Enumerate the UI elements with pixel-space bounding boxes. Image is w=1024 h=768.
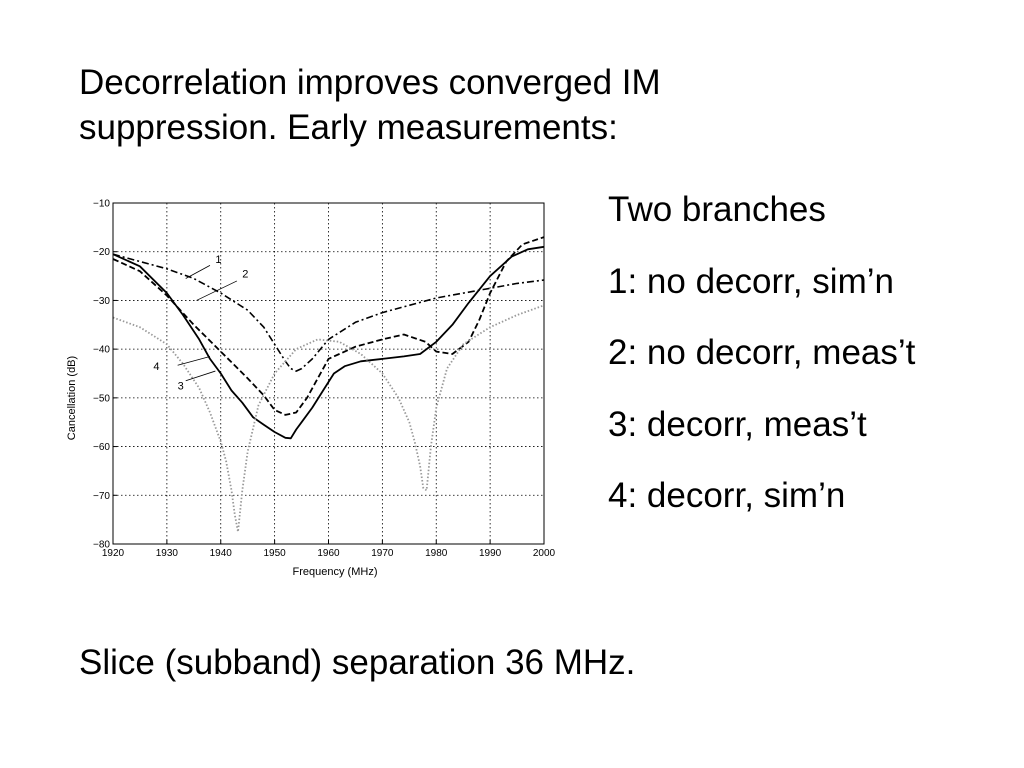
x-tick-label: 1980 bbox=[425, 548, 448, 559]
y-tick-label: −20 bbox=[93, 247, 110, 258]
legend-item-1: 1: no decorr, sim’n bbox=[608, 261, 894, 301]
callout-layer: 1 2 3 4 bbox=[153, 254, 248, 393]
callout-label-3: 3 bbox=[178, 381, 184, 393]
frame-layer bbox=[112, 202, 545, 545]
x-tick-label: 1970 bbox=[371, 548, 394, 559]
x-tick-label: 1950 bbox=[264, 548, 287, 559]
y-tick-label: −60 bbox=[93, 442, 110, 453]
title-line-2: suppression. Early measurements: bbox=[79, 108, 618, 147]
series-2-line bbox=[112, 236, 545, 416]
x-tick-label: 1920 bbox=[102, 548, 125, 559]
y-tick-label: −30 bbox=[93, 296, 110, 307]
callout-label-1: 1 bbox=[215, 254, 221, 266]
legend-list: Two branches 1: no decorr, sim’n 2: no d… bbox=[608, 190, 915, 548]
y-tick-label: −40 bbox=[93, 345, 110, 356]
legend-heading: Two branches bbox=[608, 190, 826, 229]
x-tick-label: 1990 bbox=[479, 548, 502, 559]
callout-label-2: 2 bbox=[242, 269, 248, 281]
callout-leader-3 bbox=[185, 370, 216, 382]
y-tick-label: −70 bbox=[93, 491, 110, 502]
callout-leader-2 bbox=[196, 280, 238, 301]
legend-item-4: 4: decorr, sim’n bbox=[608, 476, 846, 515]
callout-label-4: 4 bbox=[153, 361, 159, 373]
series-1-line bbox=[112, 253, 545, 372]
x-tick-label: 1960 bbox=[317, 548, 340, 559]
title-line-1: Decorrelation improves converged IM bbox=[79, 63, 661, 102]
x-axis-label: Frequency (MHz) bbox=[293, 566, 378, 578]
plot-frame bbox=[112, 202, 545, 545]
y-axis-label: Cancellation (dB) bbox=[66, 356, 78, 440]
cancellation-chart: 1920 1930 1940 1950 1960 1970 1980 1990 2000 −10 −… bbox=[55, 190, 575, 590]
slide-title: Decorrelation improves converged IM supp… bbox=[79, 60, 939, 150]
y-tick-label: −50 bbox=[93, 393, 110, 404]
tick-layer: 1920 1930 1940 1950 1960 1970 1980 1990 2000 −10 −… bbox=[93, 199, 556, 560]
footer-note: Slice (subband) separation 36 MHz. bbox=[79, 643, 636, 682]
callout-leader-4 bbox=[177, 356, 211, 366]
y-tick-label: −10 bbox=[93, 199, 110, 210]
y-tick-label: −80 bbox=[93, 540, 110, 551]
series-layer bbox=[112, 236, 545, 533]
legend-item-3: 3: decorr, meas’t bbox=[608, 404, 867, 444]
x-tick-label: 2000 bbox=[533, 548, 556, 559]
x-tick-label: 1940 bbox=[210, 548, 233, 559]
series-3-line bbox=[112, 245, 545, 440]
x-tick-label: 1930 bbox=[156, 548, 179, 559]
chart-svg: 1920 1930 1940 1950 1960 1970 1980 1990 2000 −10 −… bbox=[66, 199, 556, 579]
callout-leader-1 bbox=[185, 265, 211, 279]
grid-layer bbox=[113, 203, 544, 544]
legend-item-2: 2: no decorr, meas’t bbox=[608, 333, 916, 372]
